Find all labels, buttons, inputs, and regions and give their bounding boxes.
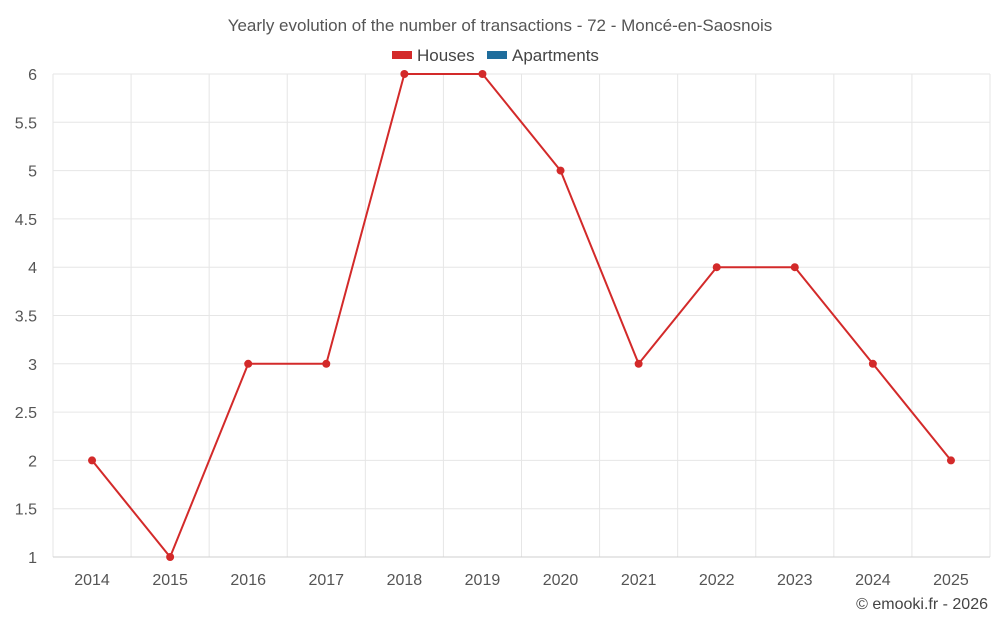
legend-item-apartments[interactable]: Apartments [487,46,599,65]
x-tick-label: 2014 [74,572,110,589]
chart-title: Yearly evolution of the number of transa… [228,16,773,35]
data-point[interactable] [322,359,331,368]
x-tick-label: 2015 [152,572,188,589]
series-line-houses [91,73,952,558]
x-axis: 2014 2015 2016 2017 2018 2019 2020 2021 2022 2023… [53,556,990,589]
data-point[interactable] [88,456,97,465]
y-tick-label: 5 [28,164,37,181]
x-tick-label: 2018 [387,572,423,589]
y-tick-label: 6 [28,67,37,84]
x-tick-label: 2023 [777,572,813,589]
legend-item-houses[interactable]: Houses [392,46,475,65]
data-point[interactable] [634,359,643,368]
x-tick-label: 2016 [230,572,266,589]
y-tick-label: 2.5 [15,405,37,422]
y-tick-label: 3 [28,357,37,374]
data-point[interactable] [478,70,487,78]
y-tick-label: 1.5 [15,502,37,519]
x-tick-label: 2022 [699,572,735,589]
x-tick-label: 2024 [855,572,891,589]
legend-label-apartments: Apartments [512,46,599,65]
x-tick-label: 2020 [543,572,579,589]
legend-swatch-houses [392,51,412,59]
data-point[interactable] [790,263,799,272]
y-tick-label: 2 [28,453,37,470]
credit-text: © emooki.fr - 2026 [856,596,988,613]
data-point[interactable] [946,456,955,465]
x-tick-label: 2017 [308,572,344,589]
data-point[interactable] [868,359,877,368]
data-point[interactable] [712,263,721,272]
y-tick-label: 3.5 [15,309,37,326]
gridlines [52,73,991,558]
y-axis: 1 1.5 2 2.5 3 3.5 4 4.5 5 5.5 6 [15,67,37,567]
legend-swatch-apartments [487,51,507,59]
y-tick-label: 5.5 [15,115,37,132]
x-tick-label: 2021 [621,572,657,589]
legend-label-houses: Houses [417,46,475,65]
data-point[interactable] [166,553,175,561]
data-point[interactable] [556,166,565,175]
series-houses [88,70,955,561]
y-tick-label: 1 [28,550,37,567]
data-point[interactable] [244,359,253,368]
x-tick-label: 2019 [465,572,501,589]
data-point[interactable] [400,70,409,78]
y-tick-label: 4 [28,260,37,277]
legend: Houses Apartments [392,46,599,65]
y-tick-label: 4.5 [15,212,37,229]
x-tick-label: 2025 [933,572,969,589]
